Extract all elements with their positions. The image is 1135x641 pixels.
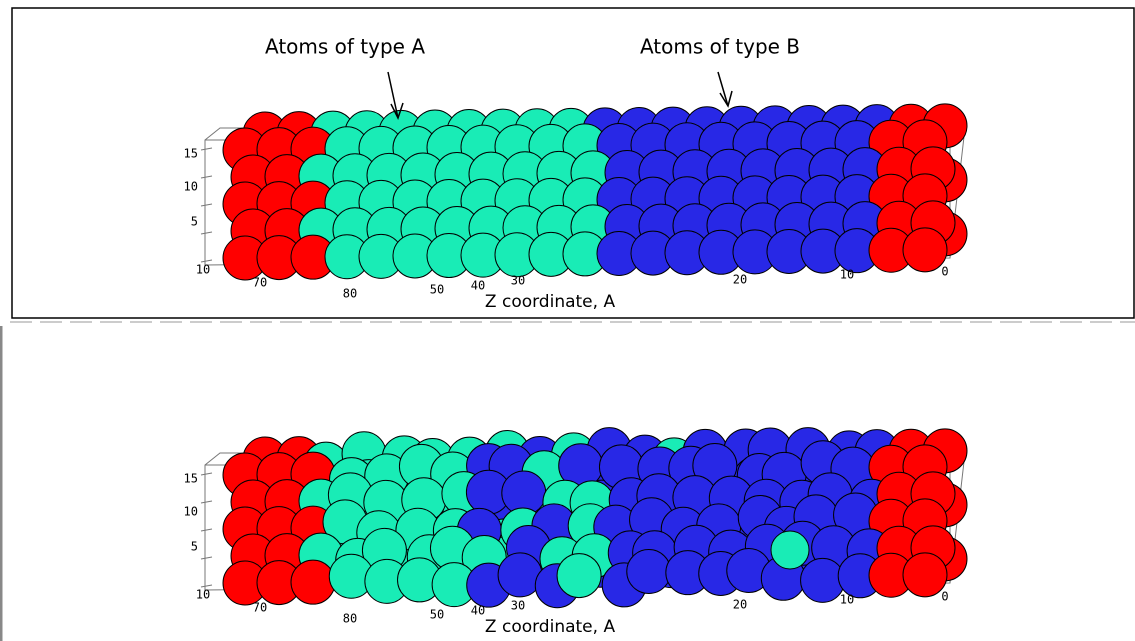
x-tick-label: 20 (733, 273, 747, 287)
x-tick-label: 0 (941, 590, 948, 604)
x-tick-label: 50 (430, 608, 444, 622)
x-tick-label: 70 (253, 601, 267, 615)
frame-tick (201, 529, 212, 531)
x-tick-label: 10 (840, 593, 854, 607)
figure: Atoms of type A Atoms of type B 15 10 5 10 7… (0, 0, 1135, 641)
frame-tick (201, 557, 212, 559)
frame-tick (201, 176, 212, 178)
x-tick-label: 30 (511, 274, 525, 288)
atom-group (201, 104, 967, 280)
x-tick-label: 80 (343, 612, 357, 626)
y-tick-label: 5 (191, 215, 198, 229)
x-tick-label: 10 (196, 263, 210, 277)
page: Atoms of type A Atoms of type B 15 10 5 10 7… (0, 0, 1135, 641)
frame-tick (201, 232, 212, 234)
x-tick-label: 40 (471, 279, 485, 293)
x-axis-label: Z coordinate, A (485, 617, 616, 637)
x-tick-label: 20 (733, 598, 747, 612)
x-tick-label: 40 (471, 604, 485, 618)
annotation: Atoms of type B (640, 35, 800, 59)
frame-tick (201, 204, 212, 206)
annotation: Atoms of type A (265, 35, 425, 59)
atom (627, 550, 671, 594)
x-tick-label: 70 (253, 276, 267, 290)
frame-tick (201, 473, 212, 475)
y-tick-label: 15 (184, 472, 198, 486)
y-tick-label: 10 (184, 180, 198, 194)
x-tick-label: 30 (511, 599, 525, 613)
x-tick-label: 80 (343, 287, 357, 301)
atom (801, 558, 845, 602)
atom (291, 560, 335, 604)
atom (557, 554, 601, 598)
y-tick-label: 10 (184, 505, 198, 519)
atom (771, 531, 809, 569)
atom-group (201, 428, 967, 608)
frame-tick (201, 501, 212, 503)
arrow (718, 72, 732, 106)
x-tick-label: 50 (430, 283, 444, 297)
y-tick-label: 15 (184, 147, 198, 161)
atoms (201, 104, 967, 608)
x-tick-label: 0 (941, 265, 948, 279)
frame-tick (201, 148, 212, 150)
x-axis-label: Z coordinate, A (485, 292, 616, 312)
x-tick-label: 10 (840, 268, 854, 282)
y-tick-label: 5 (191, 540, 198, 554)
x-tick-label: 10 (196, 588, 210, 602)
